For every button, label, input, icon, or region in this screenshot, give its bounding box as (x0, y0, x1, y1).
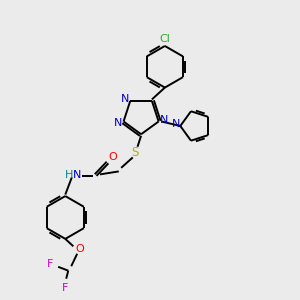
Text: N: N (172, 119, 180, 130)
Text: S: S (131, 146, 139, 159)
Text: F: F (61, 283, 68, 292)
Text: N: N (114, 118, 122, 128)
Text: N: N (160, 115, 168, 125)
Text: N: N (72, 170, 81, 180)
Text: H: H (65, 170, 73, 180)
Text: N: N (121, 94, 129, 104)
Text: F: F (46, 259, 53, 269)
Text: O: O (109, 152, 117, 162)
Text: O: O (75, 244, 84, 254)
Text: Cl: Cl (159, 34, 170, 44)
